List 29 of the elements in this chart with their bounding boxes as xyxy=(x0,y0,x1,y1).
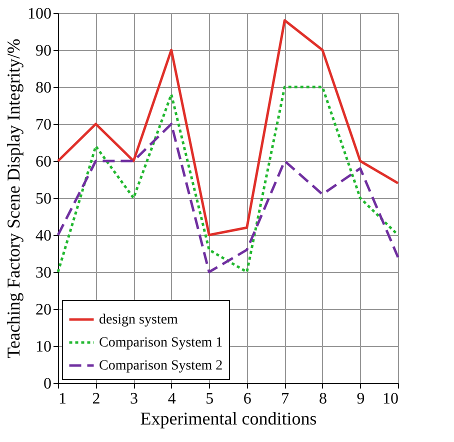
line-series xyxy=(56,122,400,274)
line-series xyxy=(56,19,400,236)
x-tick-label: 6 xyxy=(243,390,252,408)
y-tick-label: 50 xyxy=(36,190,52,208)
x-tick-label: 4 xyxy=(168,390,176,408)
y-tick-label: 10 xyxy=(36,338,52,356)
y-axis-title: Teaching Factory Scene Display Integrity/% xyxy=(4,38,24,358)
y-tick-label: 40 xyxy=(36,228,52,244)
y-tick-label: 70 xyxy=(36,116,52,134)
legend-label: Comparison System 2 xyxy=(99,358,223,374)
x-tick-label: 3 xyxy=(130,390,138,408)
y-tick-label: 30 xyxy=(36,264,52,282)
x-axis-title: Experimental conditions xyxy=(140,408,317,428)
x-tick-label: 8 xyxy=(318,390,327,408)
x-tick-label: 7 xyxy=(281,390,290,408)
legend-label: Comparison System 1 xyxy=(99,336,223,350)
x-tick-label: 1 xyxy=(58,390,66,408)
y-tick-label: 90 xyxy=(36,42,52,60)
y-tick-label: 20 xyxy=(36,302,52,318)
y-tick-label: 60 xyxy=(36,154,52,170)
y-tick-label: 100 xyxy=(28,6,52,22)
legend-label: design system xyxy=(99,312,178,328)
y-tick-label: 80 xyxy=(36,80,52,96)
x-tick-label: 10 xyxy=(382,390,398,408)
y-tick-label: 0 xyxy=(44,376,52,392)
x-tick-label: 9 xyxy=(356,390,365,408)
line-series xyxy=(56,86,400,274)
x-tick-label: 2 xyxy=(92,390,100,408)
x-tick-label: 5 xyxy=(206,390,214,408)
